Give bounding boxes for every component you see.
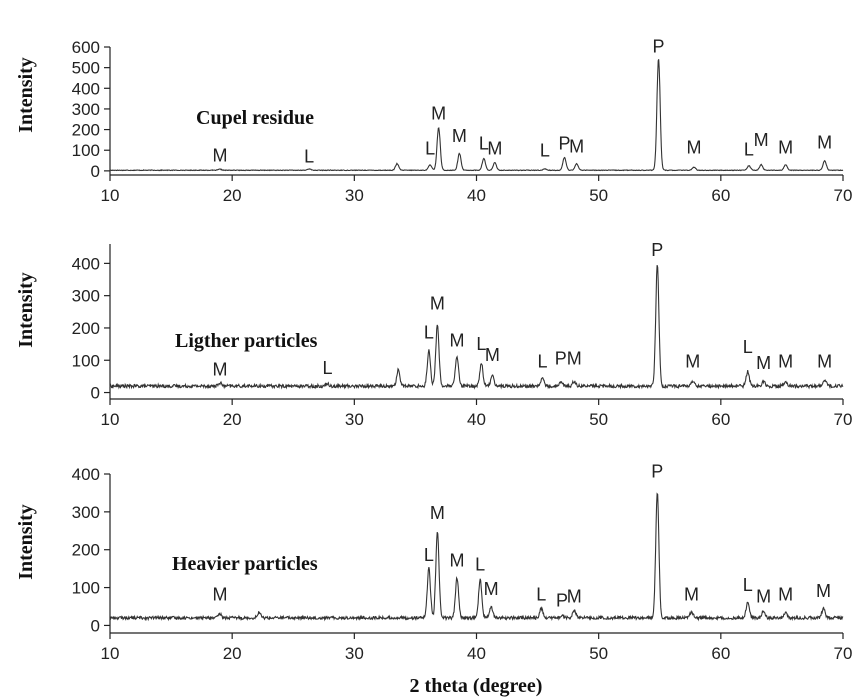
peak-label: M [431, 103, 446, 123]
y-tick-label: 200 [72, 121, 100, 140]
peak-label: M [686, 137, 701, 157]
panel-title: Heavier particles [172, 553, 318, 575]
diffraction-trace [109, 59, 844, 172]
peak-label: M [569, 136, 584, 156]
peak-label: M [449, 331, 464, 351]
peak-label: M [430, 503, 445, 523]
y-tick-label: 200 [72, 319, 100, 338]
peak-label: M [212, 146, 227, 166]
peak-label: M [212, 360, 227, 380]
peak-label: L [424, 545, 434, 565]
x-tick-label: 30 [345, 644, 364, 663]
peak-label: P [651, 462, 663, 482]
x-tick-label: 30 [345, 410, 364, 429]
y-tick-label: 600 [72, 38, 100, 57]
x-tick-label: 20 [223, 186, 242, 205]
x-tick-label: 60 [711, 410, 730, 429]
peak-label: L [475, 554, 485, 574]
peak-label: M [567, 348, 582, 368]
peak-label: M [484, 579, 499, 599]
peak-label: L [540, 141, 550, 161]
y-tick-label: 100 [72, 579, 100, 598]
peak-label: M [817, 132, 832, 152]
peak-label: M [816, 581, 831, 601]
x-tick-label: 20 [223, 644, 242, 663]
peak-label: L [744, 140, 754, 160]
peak-label: M [684, 585, 699, 605]
x-tick-label: 50 [589, 186, 608, 205]
peak-label: L [476, 334, 486, 354]
x-tick-label: 60 [711, 644, 730, 663]
peak-label: P [556, 590, 568, 610]
y-tick-label: 0 [91, 162, 100, 181]
y-axis-label: Intensity [15, 272, 37, 348]
y-tick-label: 100 [72, 141, 100, 160]
peak-label: M [754, 130, 769, 150]
x-tick-label: 30 [345, 186, 364, 205]
x-tick-label: 10 [101, 410, 120, 429]
peak-label: P [653, 36, 665, 56]
y-tick-label: 400 [72, 79, 100, 98]
peak-label: M [778, 137, 793, 157]
y-tick-label: 300 [72, 287, 100, 306]
peak-label: L [479, 133, 489, 153]
y-tick-label: 0 [91, 616, 100, 635]
peak-label: M [778, 585, 793, 605]
y-tick-label: 300 [72, 100, 100, 119]
x-tick-label: 40 [467, 644, 486, 663]
peak-label: P [558, 133, 570, 153]
peak-label: M [430, 293, 445, 313]
peak-label: L [425, 138, 435, 158]
panel-title: Ligther particles [175, 330, 318, 352]
peak-label: M [452, 126, 467, 146]
y-tick-label: 200 [72, 541, 100, 560]
peak-label: M [449, 551, 464, 571]
peak-label: M [212, 585, 227, 605]
x-axis-label: 2 theta (degree) [410, 675, 543, 697]
x-tick-label: 40 [467, 410, 486, 429]
peak-label: M [756, 353, 771, 373]
x-tick-label: 10 [101, 644, 120, 663]
panel-title: Cupel residue [196, 107, 314, 129]
peak-label: L [536, 585, 546, 605]
peak-label: L [304, 147, 314, 167]
panel-heavier-particles: Heavier particles Intensity 2 theta (deg… [15, 462, 852, 697]
y-axis-label: Intensity [15, 504, 37, 580]
x-tick-label: 70 [834, 644, 853, 663]
y-tick-label: 500 [72, 59, 100, 78]
peak-label: L [322, 358, 332, 378]
peak-label: L [743, 575, 753, 595]
peak-label: M [756, 587, 771, 607]
peak-label: M [487, 138, 502, 158]
peak-label: L [743, 337, 753, 357]
x-tick-label: 10 [101, 186, 120, 205]
y-tick-label: 400 [72, 465, 100, 484]
x-tick-label: 70 [834, 410, 853, 429]
panel-ligther-particles: Ligther particles Intensity 0 100 200 300 40… [15, 240, 852, 429]
x-tick-label: 50 [589, 644, 608, 663]
peak-label: P [555, 348, 567, 368]
diffraction-trace [109, 492, 844, 622]
x-tick-label: 50 [589, 410, 608, 429]
x-tick-label: 20 [223, 410, 242, 429]
y-tick-label: 300 [72, 503, 100, 522]
y-tick-label: 0 [91, 384, 100, 403]
y-axis-label: Intensity [15, 57, 37, 133]
x-tick-label: 60 [711, 186, 730, 205]
diffraction-trace [109, 265, 844, 390]
peak-label: L [424, 322, 434, 342]
x-tick-label: 40 [467, 186, 486, 205]
peak-label: M [685, 352, 700, 372]
peak-label: M [778, 352, 793, 372]
peak-label: M [485, 345, 500, 365]
peak-label: M [567, 587, 582, 607]
y-tick-label: 100 [72, 351, 100, 370]
peak-label: P [651, 240, 663, 260]
peak-label: L [537, 352, 547, 372]
x-tick-label: 70 [834, 186, 853, 205]
peak-label: M [817, 352, 832, 372]
y-tick-label: 400 [72, 254, 100, 273]
